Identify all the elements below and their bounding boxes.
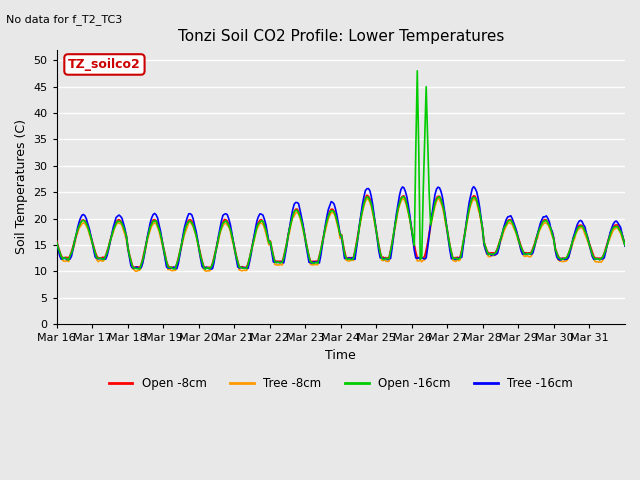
Text: No data for f_T2_TC3: No data for f_T2_TC3 — [6, 14, 123, 25]
Legend: Open -8cm, Tree -8cm, Open -16cm, Tree -16cm: Open -8cm, Tree -8cm, Open -16cm, Tree -… — [104, 373, 578, 395]
Text: TZ_soilco2: TZ_soilco2 — [68, 58, 141, 71]
Y-axis label: Soil Temperatures (C): Soil Temperatures (C) — [15, 120, 28, 254]
X-axis label: Time: Time — [326, 349, 356, 362]
Title: Tonzi Soil CO2 Profile: Lower Temperatures: Tonzi Soil CO2 Profile: Lower Temperatur… — [178, 29, 504, 44]
